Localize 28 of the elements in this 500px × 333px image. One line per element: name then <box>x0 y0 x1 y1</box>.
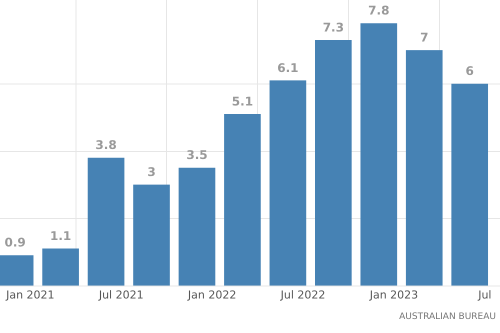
x-tick-label: Jan 2021 <box>5 288 55 302</box>
data-label: 6.1 <box>277 60 299 75</box>
bar <box>406 50 443 286</box>
bar <box>224 114 261 286</box>
bar <box>315 40 352 286</box>
bar <box>133 184 170 286</box>
bar <box>451 84 488 286</box>
data-label: 5.1 <box>232 94 254 108</box>
data-label: 7.8 <box>368 4 390 18</box>
data-label: 7 <box>420 30 428 45</box>
data-label: 3.8 <box>95 138 117 152</box>
x-tick-label: Jan 2023 <box>368 288 418 302</box>
data-label: 1.1 <box>50 228 72 243</box>
bar <box>270 80 306 286</box>
text: AUSTRALIAN BUREAU <box>399 312 496 322</box>
data-label: 3.5 <box>186 148 208 162</box>
data-label: 7.3 <box>322 20 344 34</box>
data-label: 3 <box>147 165 156 180</box>
x-tick-label: Jan 2022 <box>186 288 236 302</box>
bar <box>88 158 124 286</box>
data-label: 0.9 <box>4 236 26 250</box>
data-label: 6 <box>466 64 474 78</box>
x-tick-label: Jul 2021 <box>98 288 144 302</box>
bar <box>42 248 79 286</box>
bar <box>178 168 216 286</box>
x-tick-label: Jul <box>477 288 492 302</box>
x-tick-label: Jul 2022 <box>280 288 326 302</box>
bar <box>360 23 398 286</box>
